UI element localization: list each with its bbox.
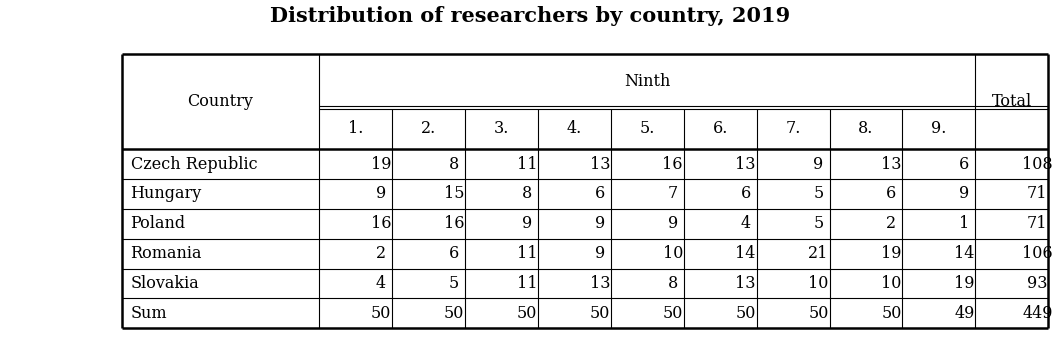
Text: 13: 13 (590, 155, 610, 173)
Text: 13: 13 (735, 275, 755, 292)
Text: 9: 9 (959, 185, 970, 203)
Text: 9: 9 (376, 185, 386, 203)
Text: 10: 10 (808, 275, 829, 292)
Text: 108: 108 (1022, 155, 1053, 173)
Text: 50: 50 (735, 305, 755, 322)
Text: 71: 71 (1027, 215, 1047, 232)
Text: 4: 4 (376, 275, 386, 292)
Text: 16: 16 (371, 215, 392, 232)
Text: 50: 50 (882, 305, 902, 322)
Text: 5: 5 (814, 185, 823, 203)
Text: 93: 93 (1027, 275, 1047, 292)
Text: 2: 2 (376, 245, 386, 262)
Text: 19: 19 (954, 275, 975, 292)
Text: 14: 14 (735, 245, 755, 262)
Text: 50: 50 (371, 305, 392, 322)
Text: 6.: 6. (712, 120, 728, 138)
Text: 6: 6 (886, 185, 897, 203)
Text: Total: Total (992, 93, 1032, 110)
Text: 71: 71 (1027, 185, 1047, 203)
Text: 8: 8 (449, 155, 459, 173)
Text: 106: 106 (1022, 245, 1053, 262)
Text: 10: 10 (662, 245, 683, 262)
Text: 449: 449 (1022, 305, 1053, 322)
Text: 13: 13 (882, 155, 902, 173)
Text: 9: 9 (522, 215, 532, 232)
Text: 11: 11 (517, 245, 537, 262)
Text: 6: 6 (449, 245, 459, 262)
Text: 9: 9 (595, 215, 605, 232)
Text: 8: 8 (667, 275, 678, 292)
Text: Poland: Poland (131, 215, 186, 232)
Text: 50: 50 (662, 305, 683, 322)
Text: 19: 19 (882, 245, 902, 262)
Text: 5.: 5. (640, 120, 655, 138)
Text: 3.: 3. (493, 120, 509, 138)
Text: 7: 7 (667, 185, 678, 203)
Text: 8: 8 (522, 185, 532, 203)
Text: 9: 9 (667, 215, 678, 232)
Text: 50: 50 (517, 305, 537, 322)
Text: 50: 50 (443, 305, 464, 322)
Text: 14: 14 (954, 245, 975, 262)
Text: 10: 10 (882, 275, 902, 292)
Text: 2: 2 (886, 215, 897, 232)
Text: 1: 1 (959, 215, 970, 232)
Text: 8.: 8. (858, 120, 873, 138)
Text: 2.: 2. (421, 120, 436, 138)
Text: 49: 49 (954, 305, 975, 322)
Text: Czech Republic: Czech Republic (131, 155, 257, 173)
Text: 50: 50 (590, 305, 610, 322)
Text: 5: 5 (449, 275, 459, 292)
Text: 6: 6 (741, 185, 751, 203)
Text: 13: 13 (590, 275, 610, 292)
Text: 11: 11 (517, 155, 537, 173)
Text: 16: 16 (662, 155, 683, 173)
Text: Hungary: Hungary (131, 185, 202, 203)
Text: 6: 6 (595, 185, 605, 203)
Text: 13: 13 (735, 155, 755, 173)
Text: 15: 15 (443, 185, 465, 203)
Text: Distribution of researchers by country, 2019: Distribution of researchers by country, … (271, 6, 790, 26)
Text: 4.: 4. (567, 120, 581, 138)
Text: Country: Country (188, 93, 254, 110)
Text: 4: 4 (741, 215, 751, 232)
Text: Slovakia: Slovakia (131, 275, 199, 292)
Text: 9: 9 (814, 155, 823, 173)
Text: 6: 6 (959, 155, 970, 173)
Text: 9: 9 (595, 245, 605, 262)
Text: 9.: 9. (932, 120, 946, 138)
Text: Ninth: Ninth (624, 73, 671, 90)
Text: 19: 19 (371, 155, 392, 173)
Text: 11: 11 (517, 275, 537, 292)
Text: 16: 16 (443, 215, 465, 232)
Text: 1.: 1. (348, 120, 363, 138)
Text: 50: 50 (808, 305, 829, 322)
Text: Romania: Romania (131, 245, 202, 262)
Text: Sum: Sum (131, 305, 168, 322)
Text: 5: 5 (814, 215, 823, 232)
Text: 21: 21 (808, 245, 829, 262)
Text: 7.: 7. (785, 120, 801, 138)
